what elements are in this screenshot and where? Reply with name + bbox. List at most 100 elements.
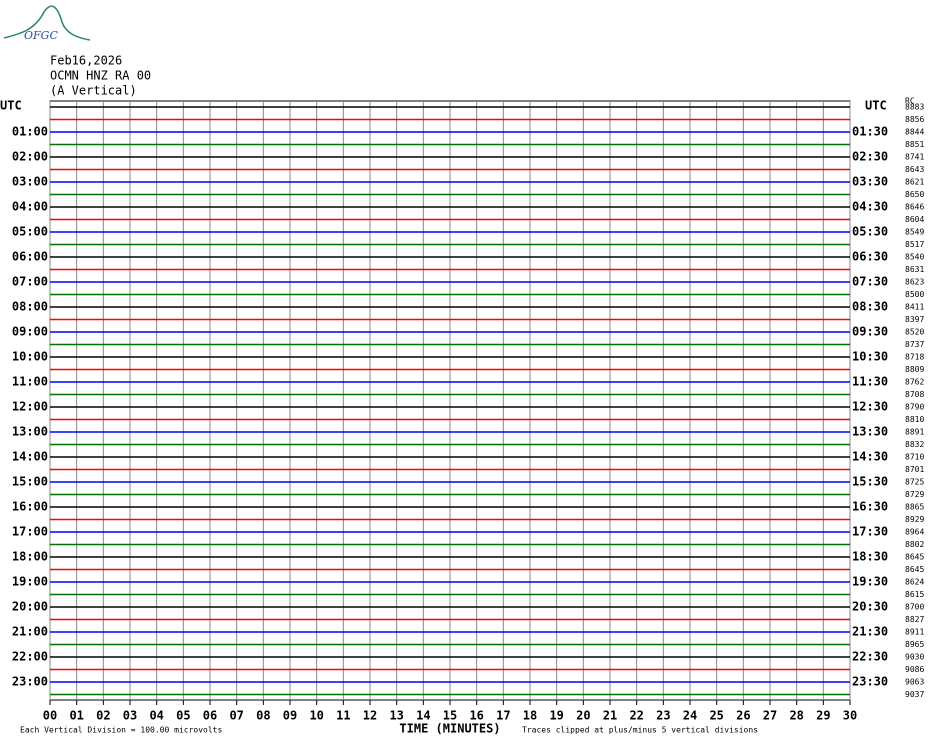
x-tick-label: 13	[389, 709, 403, 723]
right-time-label: 03:30	[852, 175, 888, 189]
left-time-label: 20:00	[12, 600, 48, 614]
right-time-label: 06:30	[852, 250, 888, 264]
right-time-label: 20:30	[852, 600, 888, 614]
x-tick-label: 21	[603, 709, 617, 723]
left-time-label: 18:00	[12, 550, 48, 564]
station-subtitle: OCMN HNZ RA 00	[50, 69, 151, 83]
right-time-label: 05:30	[852, 225, 888, 239]
trace-count: 8623	[905, 278, 924, 287]
trace-count: 8500	[905, 290, 924, 299]
left-time-label: 23:00	[12, 675, 48, 689]
right-time-label: 02:30	[852, 150, 888, 164]
trace-count: 8540	[905, 253, 924, 262]
left-time-label: 22:00	[12, 650, 48, 664]
trace-count: 8700	[905, 603, 924, 612]
trace-count: 8411	[905, 303, 924, 312]
trace-count: 8844	[905, 128, 924, 137]
left-time-label: 13:00	[12, 425, 48, 439]
trace-count: 8725	[905, 478, 924, 487]
left-time-label: 19:00	[12, 575, 48, 589]
trace-count: 9037	[905, 690, 924, 699]
x-tick-label: 14	[416, 709, 430, 723]
trace-count: 8832	[905, 440, 924, 449]
right-time-label: 18:30	[852, 550, 888, 564]
x-tick-label: 19	[549, 709, 563, 723]
trace-count: 8624	[905, 578, 924, 587]
x-tick-label: 26	[736, 709, 750, 723]
right-time-label: 12:30	[852, 400, 888, 414]
logo-text: OFGC	[24, 29, 58, 42]
trace-count: 8810	[905, 415, 924, 424]
trace-count: 8762	[905, 378, 924, 387]
left-time-label: 02:00	[12, 150, 48, 164]
left-time-label: 21:00	[12, 625, 48, 639]
x-tick-label: 10	[309, 709, 323, 723]
left-time-label: 04:00	[12, 200, 48, 214]
trace-count: 8802	[905, 540, 924, 549]
trace-count: 8397	[905, 315, 924, 324]
right-time-label: 19:30	[852, 575, 888, 589]
trace-count: 8549	[905, 228, 924, 237]
right-time-label: 17:30	[852, 525, 888, 539]
trace-count: 8911	[905, 628, 924, 637]
right-time-label: 16:30	[852, 500, 888, 514]
right-time-label: UTC	[865, 99, 887, 113]
trace-count: 8650	[905, 190, 924, 199]
x-tick-label: 11	[336, 709, 350, 723]
x-tick-label: 12	[363, 709, 377, 723]
trace-count: 8883	[905, 103, 924, 112]
x-axis-label: TIME (MINUTES)	[399, 722, 500, 736]
trace-count: 8517	[905, 240, 924, 249]
x-tick-label: 24	[683, 709, 697, 723]
left-time-label: 06:00	[12, 250, 48, 264]
left-time-label: 09:00	[12, 325, 48, 339]
left-time-label: 14:00	[12, 450, 48, 464]
trace-count: 8520	[905, 328, 924, 337]
x-tick-label: 22	[629, 709, 643, 723]
x-tick-label: 08	[256, 709, 270, 723]
trace-count: 8827	[905, 615, 924, 624]
left-time-label: 07:00	[12, 275, 48, 289]
trace-count: 8790	[905, 403, 924, 412]
trace-count: 8856	[905, 115, 924, 124]
logo-curve	[3, 5, 91, 41]
trace-count: 8737	[905, 340, 924, 349]
left-time-label: 17:00	[12, 525, 48, 539]
trace-count: 9030	[905, 653, 924, 662]
right-time-label: 09:30	[852, 325, 888, 339]
trace-count: 8965	[905, 640, 924, 649]
x-tick-label: 30	[843, 709, 857, 723]
x-tick-label: 18	[523, 709, 537, 723]
right-time-label: 08:30	[852, 300, 888, 314]
right-time-label: 04:30	[852, 200, 888, 214]
left-time-label: 05:00	[12, 225, 48, 239]
date-title: Feb16,2026	[50, 54, 122, 68]
trace-count: 8645	[905, 565, 924, 574]
right-time-label: 01:30	[852, 125, 888, 139]
trace-count: 8710	[905, 453, 924, 462]
right-time-label: 07:30	[852, 275, 888, 289]
trace-count: 8604	[905, 215, 924, 224]
right-time-label: 10:30	[852, 350, 888, 364]
x-tick-label: 25	[709, 709, 723, 723]
right-time-label: 15:30	[852, 475, 888, 489]
trace-count: 8718	[905, 353, 924, 362]
x-tick-label: 29	[816, 709, 830, 723]
left-time-label: 11:00	[12, 375, 48, 389]
trace-count: 8929	[905, 515, 924, 524]
x-tick-label: 04	[149, 709, 163, 723]
trace-count: 9086	[905, 665, 924, 674]
trace-count: 8865	[905, 503, 924, 512]
trace-count: 8701	[905, 465, 924, 474]
x-tick-label: 16	[469, 709, 483, 723]
x-tick-label: 27	[763, 709, 777, 723]
count-header: RC	[905, 97, 915, 106]
left-time-label: 01:00	[12, 125, 48, 139]
trace-count: 8621	[905, 178, 924, 187]
left-time-label: UTC	[0, 99, 22, 113]
x-tick-label: 00	[43, 709, 57, 723]
right-time-label: 21:30	[852, 625, 888, 639]
trace-count: 9063	[905, 678, 924, 687]
x-tick-label: 28	[789, 709, 803, 723]
